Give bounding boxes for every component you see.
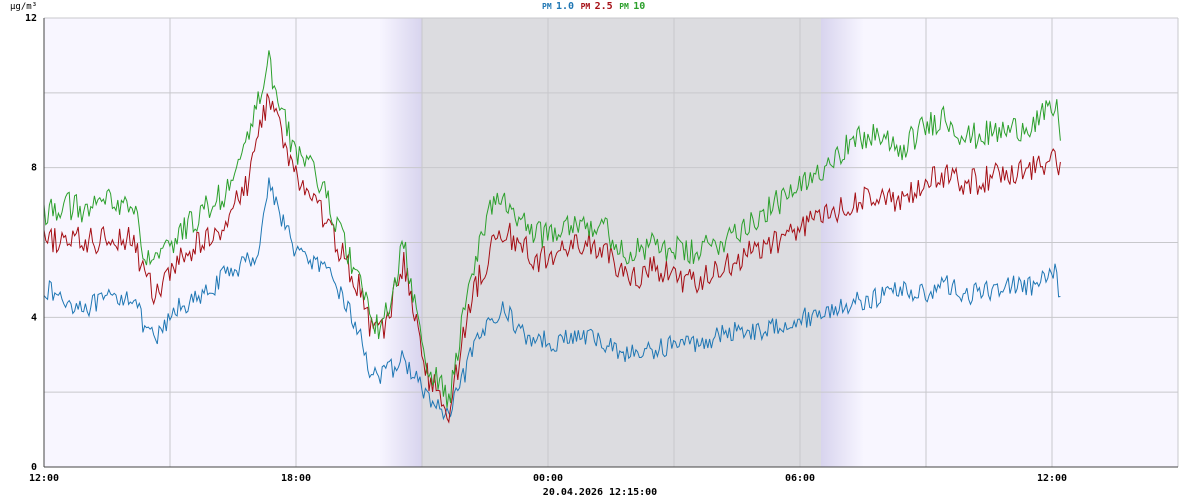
series-line-2 [43, 93, 1061, 424]
legend: PM 1.0 PM 2.5 PM 10 [542, 1, 645, 12]
legend-value: 1.0 [556, 1, 574, 12]
x-tick-label: 06:00 [785, 473, 815, 484]
axes: 0 4 8 12 12:00 18:00 00:00 06:00 12:00 [25, 13, 1178, 484]
x-tick-label: 12:00 [29, 473, 59, 484]
legend-value: 10 [633, 1, 645, 12]
y-axis-unit: µg/m³ [10, 2, 37, 12]
y-tick-label: 12 [25, 13, 37, 24]
x-tick-label: 00:00 [533, 473, 563, 484]
series-line-3 [43, 50, 1061, 408]
timestamp-footer: 20.04.2026 12:15:00 [543, 487, 657, 498]
x-tick-label: 18:00 [281, 473, 311, 484]
legend-prefix: PM [542, 2, 552, 11]
y-tick-label: 0 [31, 462, 37, 473]
x-tick-label: 12:00 [1037, 473, 1067, 484]
series-lines [43, 50, 1061, 424]
series-line-1 [43, 177, 1061, 421]
legend-prefix: PM [581, 2, 591, 11]
legend-prefix: PM [619, 2, 629, 11]
y-tick-label: 8 [31, 163, 37, 174]
legend-value: 2.5 [595, 1, 613, 12]
y-tick-label: 4 [31, 312, 37, 323]
